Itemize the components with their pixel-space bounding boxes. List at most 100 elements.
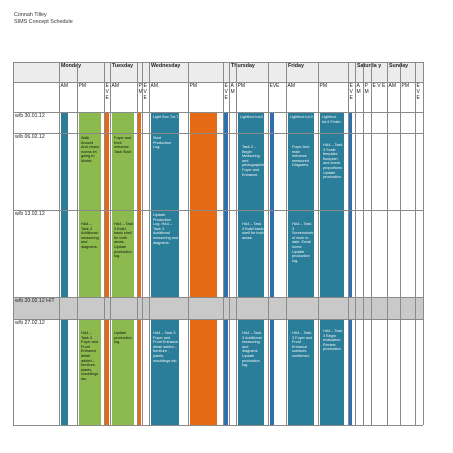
period-header: P M bbox=[364, 83, 369, 95]
grid-line bbox=[387, 62, 388, 425]
grid-line bbox=[13, 82, 423, 83]
day-header-friday: Friday bbox=[288, 63, 304, 69]
grid-line bbox=[223, 62, 224, 425]
half-term-row bbox=[13, 297, 423, 319]
task-label: Update production log. bbox=[114, 331, 132, 345]
day-header-saturda-y: Saturda y bbox=[357, 63, 382, 69]
schedule-block bbox=[288, 113, 314, 133]
schedule-block bbox=[238, 320, 264, 425]
period-header: PM bbox=[319, 83, 328, 89]
schedule-block bbox=[105, 211, 109, 297]
schedule-block bbox=[190, 113, 217, 133]
schedule-block bbox=[288, 320, 314, 425]
task-label: HA4 – Task 3 Additional measuring and di… bbox=[81, 222, 99, 249]
schedule-block bbox=[270, 134, 274, 210]
task-label: HA4 – Task 3 Scale template floorplan an… bbox=[323, 143, 343, 180]
period-header: AM bbox=[388, 83, 397, 89]
schedule-block bbox=[137, 320, 141, 425]
week-label: w/b 06.02.12 bbox=[15, 134, 45, 140]
grid-line bbox=[268, 62, 269, 425]
schedule-block bbox=[320, 320, 344, 425]
schedule-block bbox=[137, 211, 141, 297]
period-header: AM bbox=[111, 83, 120, 89]
grid-line bbox=[13, 210, 423, 211]
task-label: Foyer and front entrance. Task Start. bbox=[114, 136, 132, 154]
task-label: Lightbox tut.9 Finish bbox=[322, 115, 341, 124]
day-header-sunday: Sunday bbox=[389, 63, 409, 69]
schedule-block bbox=[349, 113, 352, 133]
schedule-block bbox=[112, 113, 134, 133]
schedule-block bbox=[105, 134, 109, 210]
grid-line bbox=[104, 62, 105, 425]
period-header: AM bbox=[287, 83, 296, 89]
schedule-block bbox=[288, 211, 314, 297]
schedule-block bbox=[151, 134, 179, 210]
week-label: w/b 20.02.12 H/T bbox=[15, 298, 55, 304]
week-label: w/b 27.02.12 bbox=[15, 320, 45, 326]
period-header: AM bbox=[60, 83, 69, 89]
grid-line bbox=[188, 62, 189, 425]
task-label: HA4 – Task 3 Build basic shell for both … bbox=[114, 222, 134, 259]
task-label: HA4 – Task 3 Foyer and Front Entrance de… bbox=[153, 331, 179, 363]
schedule-block bbox=[137, 134, 141, 210]
grid-line bbox=[59, 62, 60, 425]
grid-line bbox=[13, 133, 423, 134]
grid-line bbox=[13, 319, 423, 320]
schedule-block bbox=[79, 320, 101, 425]
grid-line bbox=[355, 62, 356, 425]
schedule-block bbox=[224, 134, 228, 210]
schedule-block bbox=[349, 134, 352, 210]
schedule-block bbox=[238, 113, 264, 133]
day-header-tuesday: Tuesday bbox=[112, 63, 134, 69]
grid-line bbox=[318, 62, 319, 425]
task-label: HA4 – Task 3 Begin evaluation. Review pr… bbox=[323, 329, 343, 352]
task-label: HA4 – Task 3 Additional measuring and di… bbox=[242, 331, 262, 368]
period-header: AM bbox=[150, 83, 159, 89]
grid-line bbox=[110, 62, 111, 425]
schedule-block bbox=[270, 320, 274, 425]
task-label: HA4 – Task 3 Build basic shell for both … bbox=[242, 222, 264, 240]
period-header: PM bbox=[189, 83, 198, 89]
period-header: P M bbox=[138, 83, 143, 95]
period-header: EVE bbox=[269, 83, 280, 89]
grid-line bbox=[363, 62, 364, 425]
grid-line bbox=[149, 62, 150, 425]
schedule-block bbox=[112, 320, 134, 425]
schedule-block bbox=[105, 113, 109, 133]
day-header-thursday: Thursday bbox=[231, 63, 255, 69]
grid-line bbox=[142, 62, 143, 425]
schedule-block bbox=[61, 320, 68, 425]
grid-line bbox=[423, 62, 424, 425]
grid-line bbox=[348, 62, 349, 425]
period-header: E V E bbox=[143, 83, 147, 101]
schedule-block bbox=[238, 134, 264, 210]
period-header: E V E bbox=[416, 83, 420, 101]
period-header: A M bbox=[356, 83, 361, 95]
period-header: E V E bbox=[349, 83, 353, 101]
grid-line bbox=[13, 425, 423, 426]
schedule-block bbox=[112, 211, 134, 297]
schedule-block bbox=[61, 134, 68, 210]
schedule-block bbox=[79, 134, 101, 210]
task-label: Start Production Log. bbox=[153, 136, 172, 150]
task-label: Lightbox tut.8 bbox=[240, 115, 263, 119]
schedule-block bbox=[105, 320, 109, 425]
grid-line bbox=[236, 62, 237, 425]
task-label: Update Production Log. HA4 – Task 3 Addi… bbox=[153, 213, 179, 245]
day-header-monday: Monday bbox=[61, 63, 82, 69]
period-header: E V E bbox=[105, 83, 109, 101]
schedule-block bbox=[270, 113, 274, 133]
document-title: SIMS Concept Schedule bbox=[14, 19, 73, 25]
grid-line bbox=[229, 62, 230, 425]
grid-line bbox=[286, 62, 287, 425]
schedule-block bbox=[349, 211, 352, 297]
schedule-block bbox=[151, 211, 179, 297]
grid-line bbox=[13, 297, 423, 298]
schedule-block bbox=[151, 113, 179, 133]
schedule-block bbox=[151, 320, 179, 425]
task-label: HA4 – Task 3 Foyer and Front Entrance de… bbox=[81, 331, 99, 381]
task-label: Walk Around And chose rooms im going to … bbox=[81, 136, 99, 163]
period-header: PM bbox=[237, 83, 246, 89]
day-header-wednesday: Wednesday bbox=[151, 63, 181, 69]
